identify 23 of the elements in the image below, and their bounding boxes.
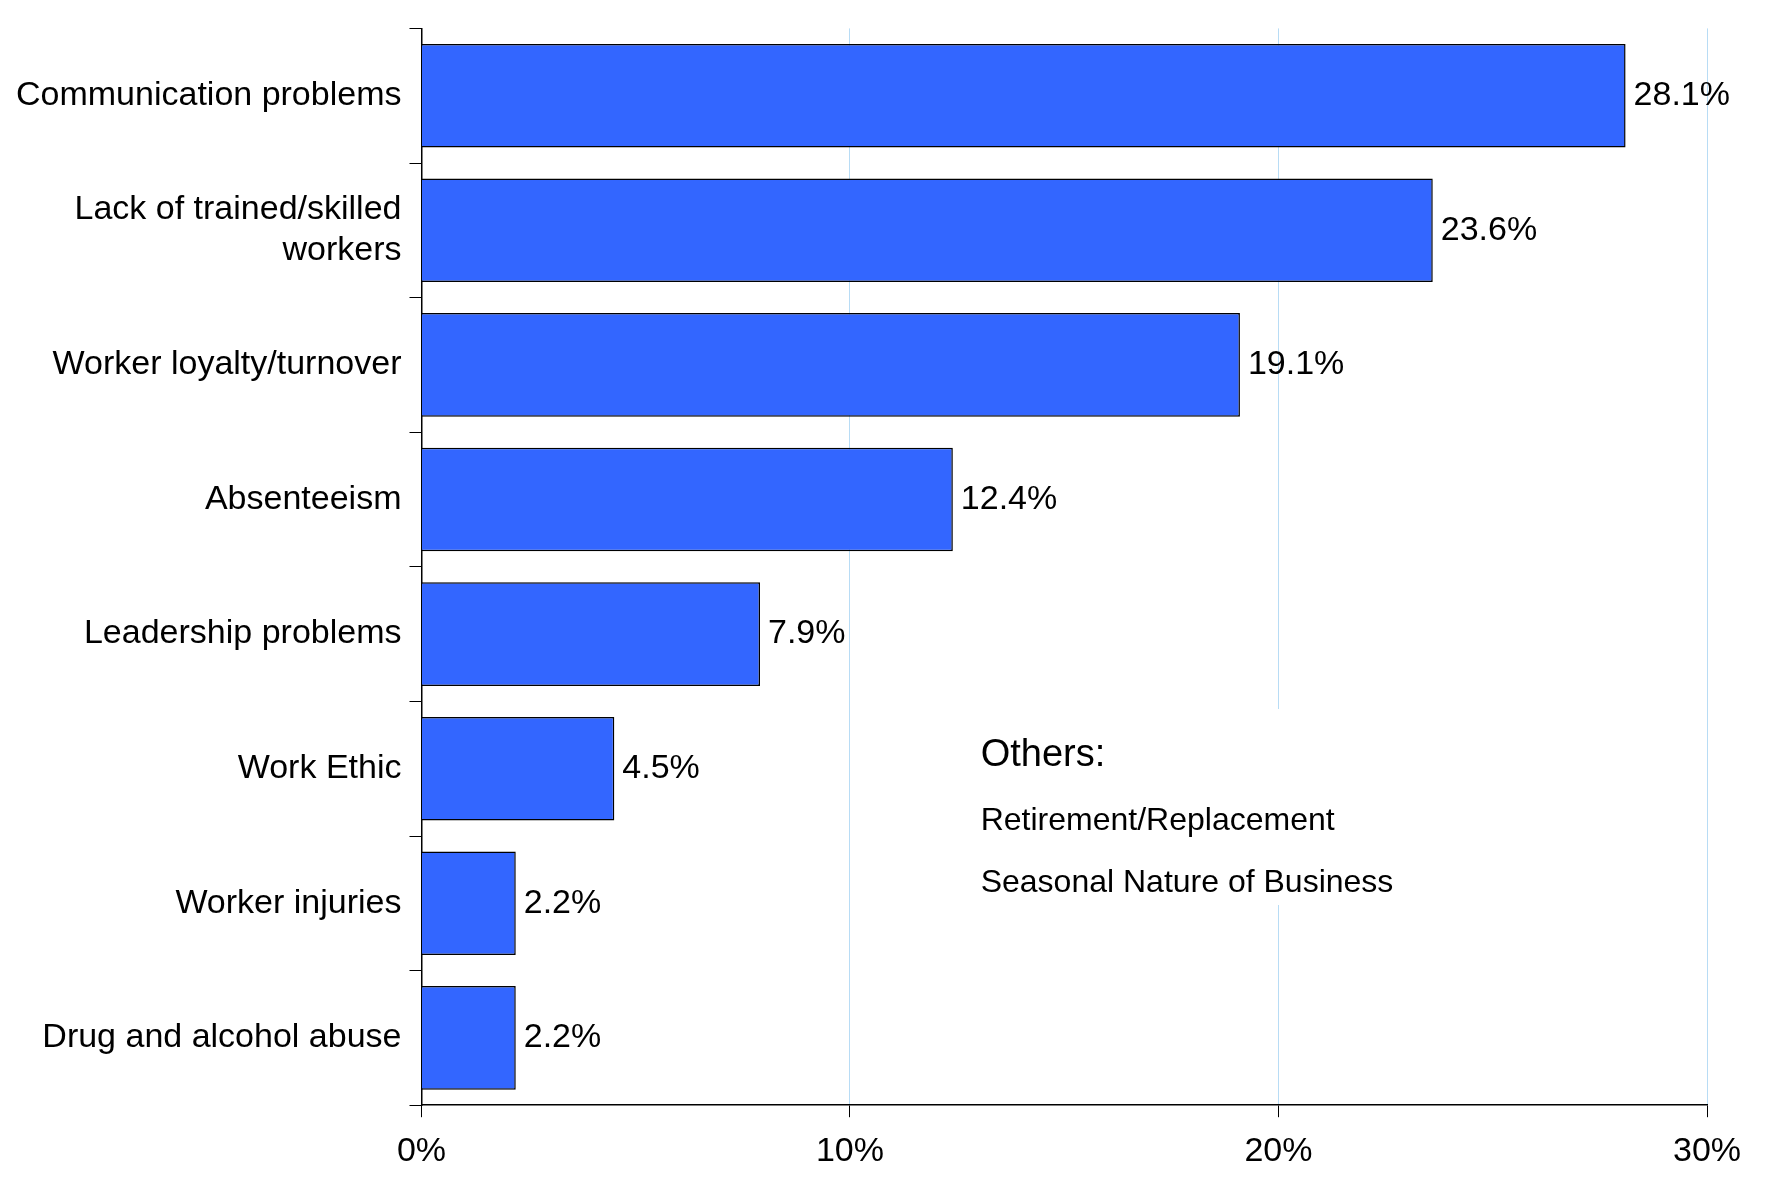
y-tick-label: Work Ethic: [237, 747, 402, 786]
y-tick-label: Absenteeism: [204, 477, 402, 516]
y-tick-label: Communication problems: [15, 74, 402, 113]
annotation: Seasonal Nature of Business: [980, 862, 1394, 899]
data-label: 2.2%: [523, 1016, 602, 1055]
data-label: 28.1%: [1633, 74, 1730, 113]
y-tick-label: Worker injuries: [175, 881, 402, 920]
data-label: 4.5%: [622, 747, 700, 786]
annotation: Others:: [980, 731, 1106, 774]
y-tick-label: Worker loyalty/turnover: [52, 343, 402, 382]
data-label: 7.9%: [768, 612, 846, 651]
annotation: Retirement/Replacement: [980, 800, 1335, 837]
data-label: 2.2%: [523, 881, 602, 920]
x-tick-label: 0%: [396, 1129, 447, 1168]
y-tick-label: Lack of trained/skilled workers: [74, 188, 402, 268]
y-tick-label: Drug and alcohol abuse: [42, 1016, 402, 1055]
data-label: 19.1%: [1247, 343, 1345, 382]
y-tick-label: Leadership problems: [83, 612, 402, 651]
data-label: 12.4%: [960, 477, 1058, 516]
x-tick-label: 30%: [1672, 1129, 1742, 1168]
data-label: 23.6%: [1440, 208, 1538, 247]
x-tick-label: 10%: [815, 1129, 885, 1168]
x-tick-label: 20%: [1244, 1129, 1313, 1168]
